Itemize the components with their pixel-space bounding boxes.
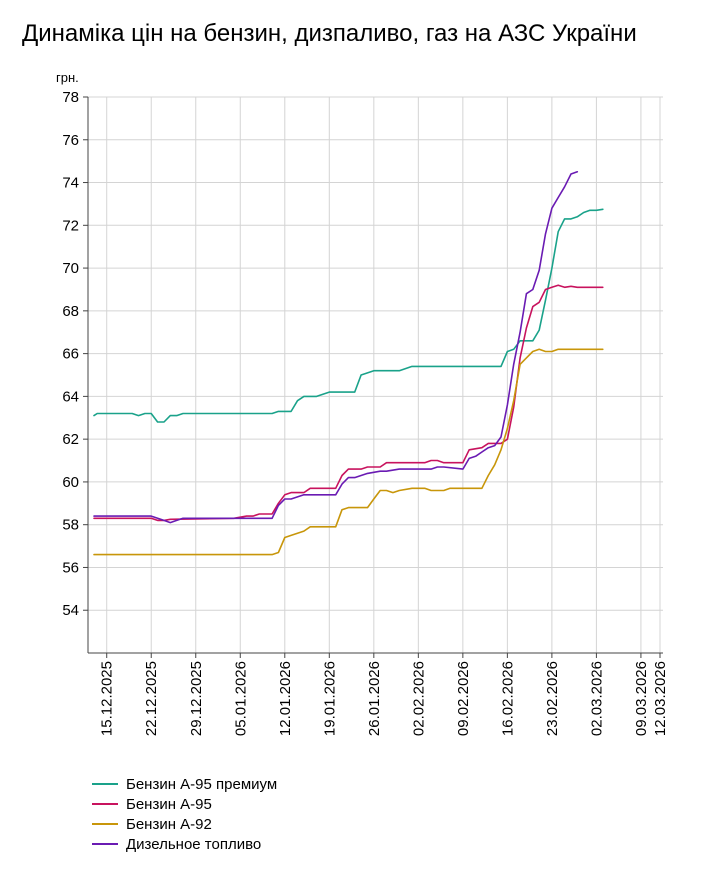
x-tick-label: 23.02.2026: [544, 661, 561, 736]
y-tick-label: 70: [62, 260, 79, 277]
y-tick-label: 58: [62, 517, 79, 534]
series-line-4: [93, 171, 579, 524]
y-axis-label: грн.: [56, 70, 79, 85]
axes: 54 56 58 60 62 64 66 68 70 72 74 76 78 15.12.2025 22.1…: [62, 89, 669, 736]
legend-item: Дизельное топливо: [92, 834, 277, 854]
chart-title: Динаміка цін на бензин, дизпаливо, газ н…: [22, 20, 637, 47]
legend-label: Бензин А-92: [126, 815, 212, 833]
legend-label: Бензин А-95: [126, 795, 212, 813]
y-tick-label: 56: [62, 559, 79, 576]
y-tick-label: 54: [62, 602, 79, 619]
x-tick-label: 09.02.2026: [455, 661, 472, 736]
series-line-3: [93, 348, 604, 556]
x-tick-label: 09.03.2026: [633, 661, 650, 736]
series-line-1: [93, 208, 604, 423]
legend-item: Бензин А-95: [92, 794, 277, 814]
x-tick-label: 02.02.2026: [410, 661, 427, 736]
line-chart: грн. 54 56 58 60 62 64 66 68 70 72 74 76 78 15.12.202…: [56, 70, 669, 736]
x-tick-label: 19.01.2026: [321, 661, 338, 736]
legend-item: Бензин А-95 премиум: [92, 774, 277, 794]
y-tick-label: 78: [62, 89, 79, 106]
x-tick-label: 15.12.2025: [99, 661, 116, 736]
legend: Бензин А-95 премиум Бензин А-95 Бензин А-9…: [92, 774, 277, 854]
y-tick-label: 66: [62, 346, 79, 363]
y-tick-label: 60: [62, 474, 79, 491]
y-tick-label: 68: [62, 303, 79, 320]
legend-label: Дизельное топливо: [126, 835, 262, 853]
y-tick-label: 64: [62, 388, 79, 405]
x-tick-label: 12.01.2026: [277, 661, 294, 736]
legend-swatch: [92, 783, 118, 785]
series-group: [93, 171, 604, 556]
y-tick-label: 74: [62, 175, 79, 192]
y-tick-label: 62: [62, 431, 79, 448]
legend-swatch: [92, 823, 118, 825]
x-tick-label: 05.01.2026: [232, 661, 249, 736]
x-tick-label: 29.12.2025: [188, 661, 205, 736]
x-tick-label: 12.03.2026: [652, 661, 669, 736]
series-line-2: [93, 284, 604, 522]
x-tick-label: 22.12.2025: [143, 661, 160, 736]
x-tick-label: 26.01.2026: [366, 661, 383, 736]
y-tick-label: 76: [62, 132, 79, 149]
x-tick-label: 16.02.2026: [499, 661, 516, 736]
legend-swatch: [92, 803, 118, 805]
legend-label: Бензин А-95 премиум: [126, 775, 278, 793]
x-tick-label: 02.03.2026: [588, 661, 605, 736]
grid: [88, 96, 663, 653]
y-tick-label: 72: [62, 217, 79, 234]
legend-item: Бензин А-92: [92, 814, 277, 834]
legend-swatch: [92, 843, 118, 845]
